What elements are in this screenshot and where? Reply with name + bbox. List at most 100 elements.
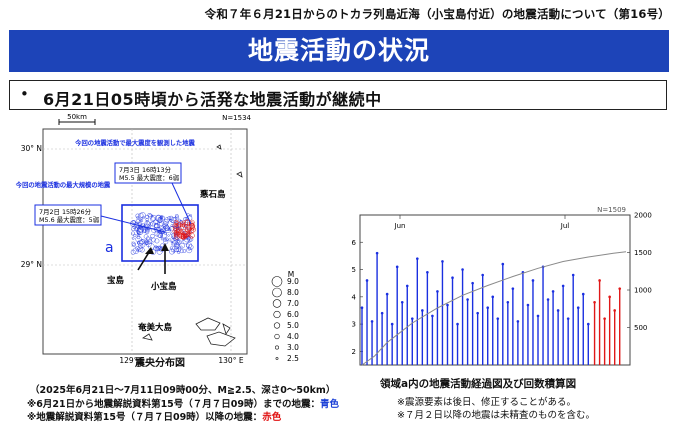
epicenter-blue bbox=[185, 242, 192, 249]
magnitude-point bbox=[416, 257, 419, 260]
legend-title: M bbox=[288, 270, 294, 279]
map-caption-sub: （2025年6月21日～7月11日09時00分、M≧2.5、深さ0～50km） bbox=[30, 385, 336, 396]
legend-circle bbox=[272, 287, 282, 298]
epicenter-blue bbox=[187, 244, 194, 250]
epicenter-blue bbox=[182, 249, 187, 253]
epicenter-blue bbox=[144, 240, 150, 245]
epicenter-blue bbox=[170, 233, 177, 239]
epicenter-red bbox=[190, 236, 193, 239]
y-tick-right: 1500 bbox=[634, 249, 652, 257]
epicenter-blue bbox=[149, 237, 153, 240]
epicenter-red bbox=[182, 234, 187, 239]
epicenter-blue bbox=[178, 218, 181, 222]
epicenter-blue bbox=[157, 221, 163, 228]
epicenter-blue bbox=[160, 215, 165, 221]
legend-circle bbox=[271, 276, 283, 287]
label-amami: 奄美大島 bbox=[137, 322, 173, 333]
epicenter-blue bbox=[176, 239, 180, 243]
epicenter-blue bbox=[139, 212, 146, 219]
magnitude-point bbox=[576, 306, 580, 310]
epicenter-blue bbox=[136, 216, 140, 220]
magnitude-point bbox=[441, 260, 444, 263]
epicenter-blue bbox=[163, 239, 169, 245]
magnitude-point bbox=[375, 251, 379, 255]
legend-value: 3.0 bbox=[287, 343, 299, 352]
y-tick-right: 2000 bbox=[634, 212, 652, 220]
annotation-left-line1: 7月2日 15時26分 bbox=[39, 207, 92, 216]
epicenter-blue bbox=[162, 223, 169, 229]
epicenter-blue bbox=[130, 231, 135, 236]
epicenter-blue bbox=[179, 249, 184, 254]
legend-value: 9.0 bbox=[287, 277, 299, 286]
chart-note-1: ※震源要素は後日、修正することがある。 bbox=[397, 397, 576, 408]
lat-label-29: 29° N bbox=[21, 260, 42, 269]
summary-box: • 6月21日05時頃から活発な地震活動が継続中 bbox=[9, 80, 667, 110]
epicenter-blue bbox=[160, 237, 164, 241]
y-tick-left: 2 bbox=[352, 348, 356, 356]
epicenter-blue bbox=[140, 242, 146, 248]
legend-circle bbox=[275, 357, 279, 360]
magnitude-point bbox=[456, 322, 459, 326]
magnitude-legend: 9.0 8.0 7.0 6.0 5.0 4.0 3.0 2.5 bbox=[271, 276, 299, 363]
epicenter-blue bbox=[142, 227, 148, 233]
epicenter-blue bbox=[144, 228, 147, 231]
epicenter-blue bbox=[164, 232, 167, 235]
epicenter-blue bbox=[131, 237, 135, 240]
epicenter-red bbox=[174, 219, 179, 225]
legend-circle bbox=[273, 322, 281, 329]
epicenter-blue bbox=[172, 251, 175, 254]
epicenter-blue bbox=[157, 232, 163, 238]
epicenter-red bbox=[189, 223, 195, 229]
epicenter-blue bbox=[169, 215, 174, 220]
epicenter-blue bbox=[137, 246, 143, 252]
magnitude-point bbox=[531, 279, 535, 282]
bullet-icon: • bbox=[20, 85, 29, 103]
epicenter-blue bbox=[137, 241, 141, 245]
epicenter-blue bbox=[153, 245, 159, 251]
epicenter-red bbox=[181, 224, 185, 228]
magnitude-point bbox=[476, 311, 479, 315]
legend-circle bbox=[273, 310, 281, 319]
epicenter-blue bbox=[174, 214, 179, 218]
map-caption: 震央分布図 bbox=[135, 358, 185, 369]
legend-value: 5.0 bbox=[287, 321, 299, 330]
magnitude-point bbox=[431, 314, 434, 318]
magnitude-point bbox=[526, 303, 530, 307]
legend-value: 8.0 bbox=[287, 288, 299, 297]
magnitude-point bbox=[496, 317, 500, 320]
epicenter-red bbox=[172, 228, 178, 234]
y-tick-left: 5 bbox=[352, 266, 356, 274]
magnitude-point bbox=[598, 279, 601, 282]
epicenter-red bbox=[186, 231, 192, 237]
magnitude-point bbox=[556, 309, 560, 312]
annotation-top-line1: 7月3日 16時13分 bbox=[119, 165, 172, 174]
magnitude-point bbox=[466, 298, 469, 301]
epicenter-red bbox=[177, 222, 182, 227]
footnote-blue-color: 青色 bbox=[320, 399, 340, 410]
epicenter-blue bbox=[168, 238, 172, 242]
epicenter-blue bbox=[154, 238, 160, 244]
magnitude-point bbox=[593, 300, 596, 304]
magnitude-point bbox=[400, 300, 404, 304]
page-title: 地震活動の状況 bbox=[9, 30, 669, 72]
epicenter-blue bbox=[138, 218, 142, 221]
magnitude-point bbox=[421, 309, 424, 312]
map-scale-label: 50km bbox=[67, 114, 87, 121]
magnitude-point bbox=[481, 273, 484, 277]
epicenter-blue bbox=[143, 234, 149, 239]
epicenter-red bbox=[179, 221, 184, 226]
epicenter-blue bbox=[135, 236, 142, 243]
magnitude-point bbox=[426, 270, 429, 274]
epicenter-blue bbox=[187, 247, 191, 251]
magnitude-point bbox=[608, 295, 611, 299]
cumulative-line bbox=[361, 251, 627, 366]
activity-chart: N=1509 2 3 4 5 6 500 1000 1500 2000 Jun Jul bbox=[340, 205, 670, 375]
epicenter-blue bbox=[164, 237, 169, 242]
epicenter-blue bbox=[159, 216, 163, 219]
epicenter-blue bbox=[167, 234, 170, 237]
legend-circle bbox=[274, 333, 280, 340]
y-tick-left: 3 bbox=[352, 321, 356, 329]
magnitude-point bbox=[486, 306, 490, 310]
label-takara: 宝島 bbox=[107, 275, 125, 286]
epicenter-blue bbox=[177, 251, 180, 254]
